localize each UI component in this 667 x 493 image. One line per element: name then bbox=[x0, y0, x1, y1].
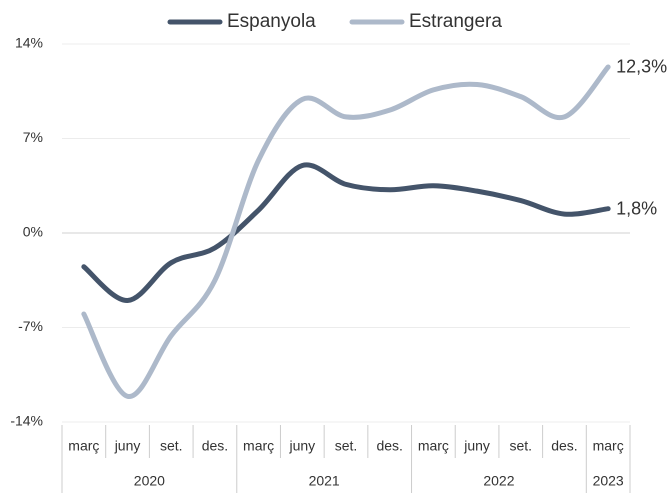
x-group-label: 2023 bbox=[593, 473, 624, 489]
x-tick-label: juny bbox=[114, 438, 141, 454]
x-tick-label: des. bbox=[376, 438, 402, 454]
legend-label: Estrangera bbox=[409, 11, 502, 32]
x-tick-label: des. bbox=[551, 438, 577, 454]
series-line bbox=[81, 64, 611, 399]
y-tick-label: 14% bbox=[15, 35, 43, 51]
x-tick-label: març bbox=[593, 438, 624, 454]
x-tick-label: març bbox=[68, 438, 99, 454]
x-tick-label: des. bbox=[202, 438, 228, 454]
x-group-label: 2020 bbox=[134, 473, 165, 489]
x-tick-label: set. bbox=[509, 438, 532, 454]
y-tick-label: 7% bbox=[23, 129, 43, 145]
x-group-label: 2021 bbox=[309, 473, 340, 489]
x-tick-label: juny bbox=[288, 438, 315, 454]
x-tick-label: set. bbox=[335, 438, 358, 454]
x-group-label: 2022 bbox=[483, 473, 514, 489]
value-label: 12,3% bbox=[616, 57, 667, 77]
value-label: 1,8% bbox=[616, 198, 657, 218]
x-tick-label: març bbox=[418, 438, 449, 454]
y-tick-label: -14% bbox=[10, 413, 43, 429]
x-tick-label: març bbox=[243, 438, 274, 454]
x-tick-label: set. bbox=[160, 438, 183, 454]
x-tick-label: juny bbox=[463, 438, 490, 454]
series-line bbox=[81, 162, 611, 303]
legend-label: Espanyola bbox=[227, 11, 316, 32]
y-tick-label: 0% bbox=[23, 224, 43, 240]
y-tick-label: -7% bbox=[18, 318, 43, 334]
